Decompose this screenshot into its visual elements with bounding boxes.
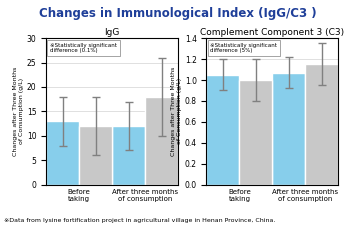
Text: Changes in Immunological Index (IgG/C3 ): Changes in Immunological Index (IgG/C3 ) [39,7,317,20]
Y-axis label: Changes after Three Months
of Consumption (g/L): Changes after Three Months of Consumptio… [171,67,182,156]
Text: ※Statistically significant
difference (0.1%): ※Statistically significant difference (0… [50,43,117,54]
Bar [79,126,112,184]
Bar [112,126,145,184]
Bar [272,73,305,184]
Bar [239,80,272,184]
Title: IgG: IgG [104,29,120,38]
Title: Complement Component 3 (C3): Complement Component 3 (C3) [200,29,344,38]
Bar [305,64,338,184]
Y-axis label: Changes after Three Months
of Consumption (g/L): Changes after Three Months of Consumptio… [13,67,24,156]
Text: ※Data from lysine fortification project in agricultural village in Henan Provinc: ※Data from lysine fortification project … [4,218,275,223]
Text: ※Statistically significant
difference (5%): ※Statistically significant difference (5… [210,43,277,54]
Bar [145,97,178,184]
Bar [206,75,239,184]
Bar [46,121,79,184]
